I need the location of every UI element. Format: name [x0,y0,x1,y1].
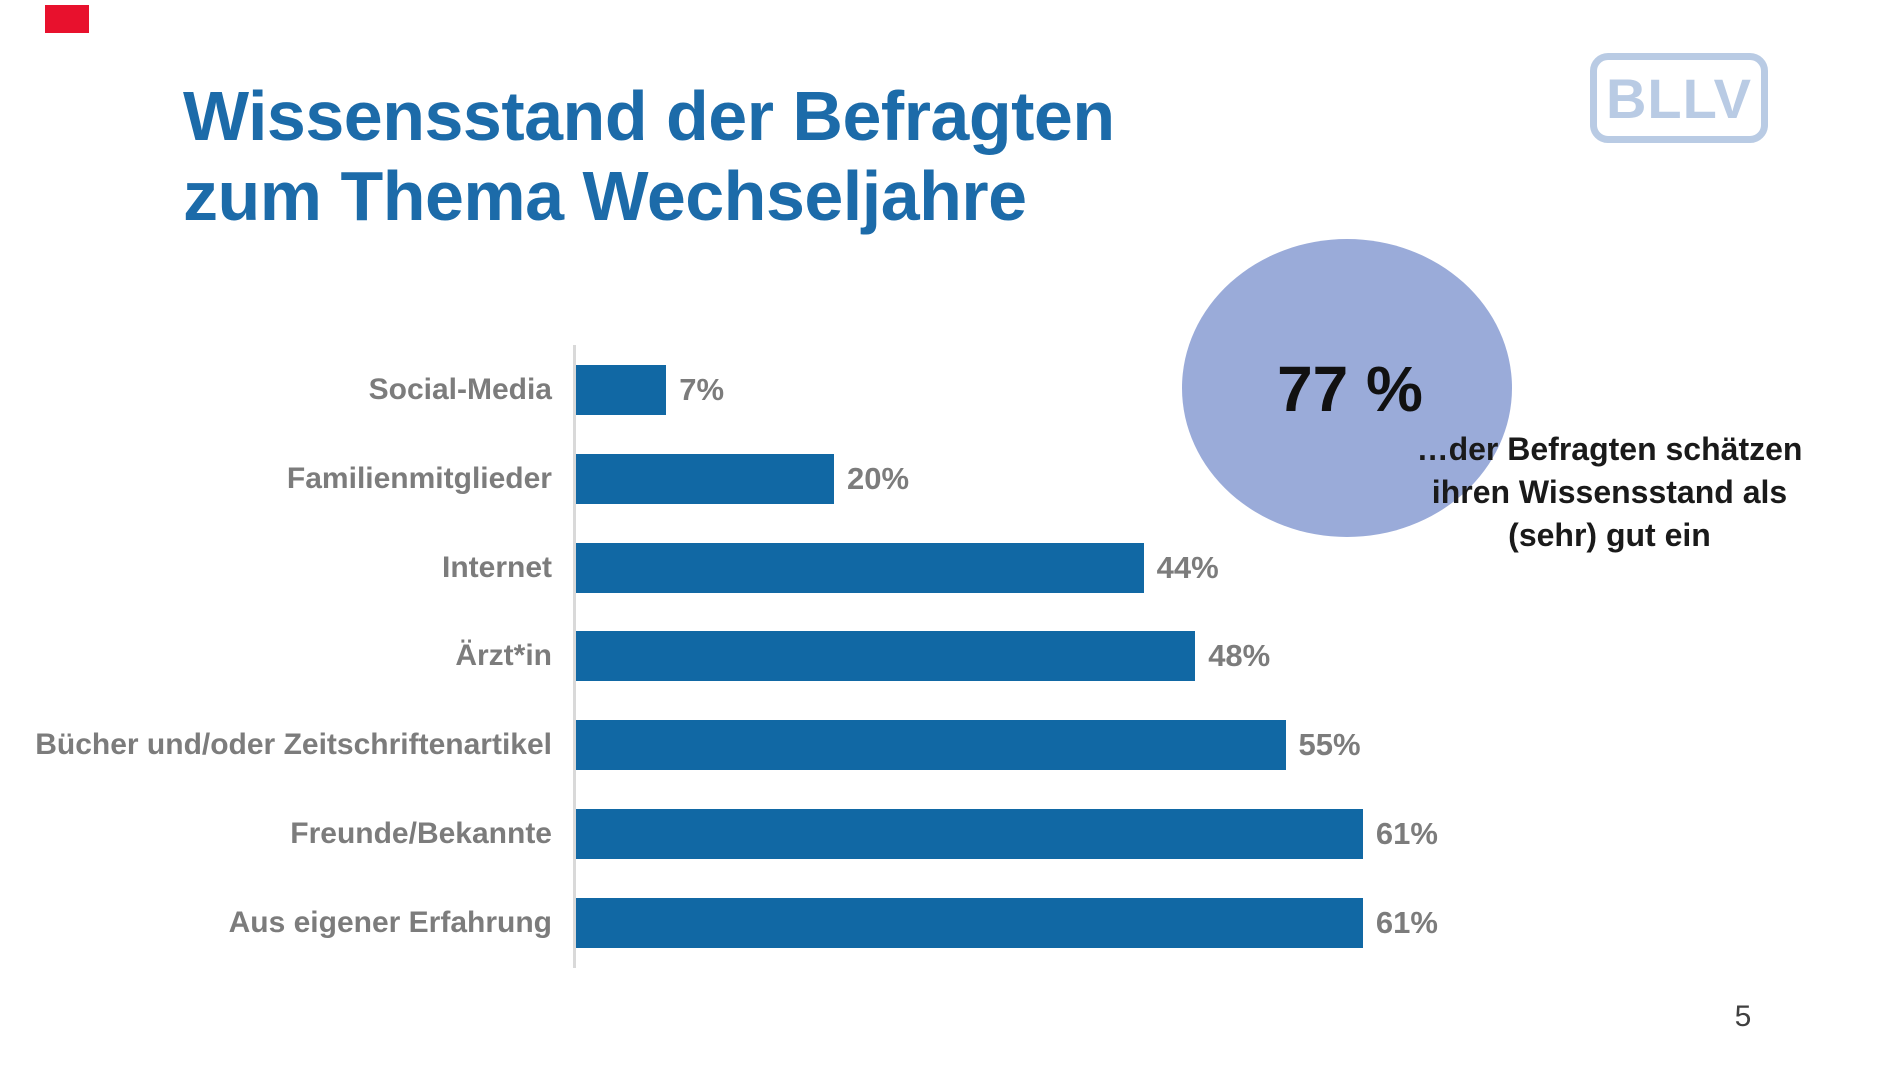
bllv-logo-text: BLLV [1605,66,1753,130]
bar [576,453,834,504]
highlight-caption-line2: ihren Wissensstand als [1431,474,1788,510]
bar [576,631,1196,682]
chart-row: Ärzt*in 48% [0,631,1271,682]
page-number: 5 [1734,1000,1752,1033]
bar [576,365,667,415]
highlight-circle [1182,239,1512,537]
category-label: Internet [441,550,552,584]
chart-row: Social-Media 7% [0,365,724,415]
chart-row: Freunde/Bekannte 61% [0,809,1438,859]
bar [576,809,1363,859]
page-title-line1: Wissensstand der Befragten [183,77,1115,155]
value-label: 7% [679,372,725,407]
bar [576,720,1286,771]
value-label: 55% [1298,727,1361,763]
highlight-value: 77 % [1277,353,1423,425]
bar [576,542,1144,593]
chart-row: Bücher und/oder Zeitschriftenartikel 55% [0,720,1361,771]
value-label: 61% [1375,816,1438,851]
category-label: Ärzt*in [455,639,552,673]
red-accent-mark [45,5,89,33]
value-label: 20% [847,460,910,496]
bar [576,897,1363,948]
page-title-line2: zum Thema Wechseljahre [183,157,1027,235]
highlight-caption: …der Befragten schätzen ihren Wissenssta… [1347,428,1872,557]
bllv-logo: BLLV [1590,53,1768,143]
highlight-caption-line1: …der Befragten schätzen [1416,431,1803,467]
category-label: Familienmitglieder [286,461,552,495]
chart-row: Aus eigener Erfahrung 61% [0,897,1438,948]
value-label: 44% [1156,549,1219,585]
category-label: Bücher und/oder Zeitschriftenartikel [35,728,552,762]
page-title: Wissensstand der Befragten zum Thema Wec… [183,76,1115,236]
value-label: 61% [1375,904,1438,940]
category-label: Freunde/Bekannte [290,817,552,850]
category-label: Aus eigener Erfahrung [228,905,552,939]
chart-row: Internet 44% [0,542,1219,593]
highlight-caption-line3: (sehr) gut ein [1508,517,1711,553]
chart-row: Familienmitglieder 20% [0,453,910,504]
value-label: 48% [1208,638,1271,674]
chart-axis-line [573,345,576,968]
category-label: Social-Media [368,373,552,406]
